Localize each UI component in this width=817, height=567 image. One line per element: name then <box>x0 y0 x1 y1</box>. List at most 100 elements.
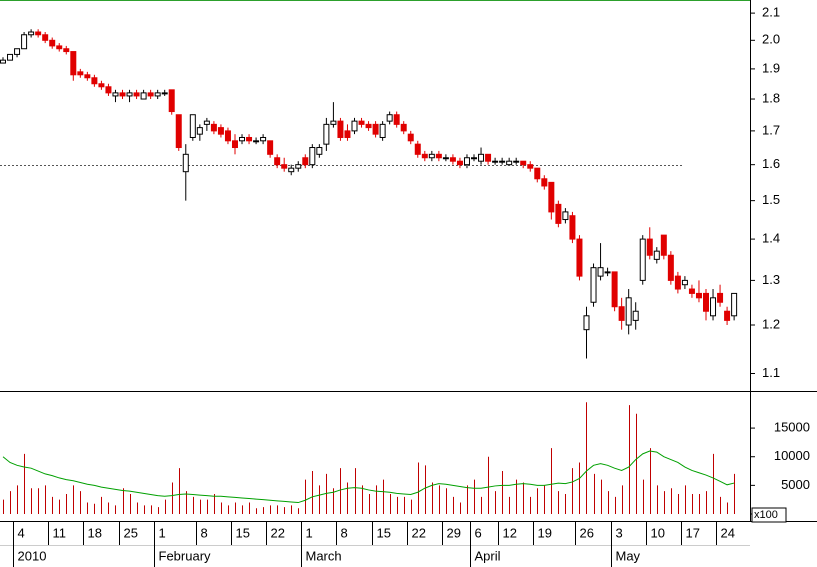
y-tick-label: 1.4 <box>762 231 780 246</box>
candle-body <box>597 267 604 277</box>
candle-body <box>105 86 112 94</box>
x-tick-label: 29 <box>447 525 461 540</box>
candle-body <box>400 123 407 132</box>
candle-body <box>471 157 478 160</box>
candle-body <box>506 160 513 166</box>
candle-body <box>246 136 253 142</box>
candle-body <box>731 292 738 317</box>
x-tick-label: 19 <box>538 525 552 540</box>
month-label: March <box>306 548 342 563</box>
x-tick-label: 8 <box>201 525 208 540</box>
x-tick-label: 26 <box>580 525 594 540</box>
candle-body <box>463 157 470 166</box>
candle-body <box>21 34 28 50</box>
candle-body <box>203 120 210 125</box>
candle-body <box>386 114 393 122</box>
month-label: 2010 <box>18 548 47 563</box>
candle-body <box>365 123 372 129</box>
candle-body <box>724 310 731 321</box>
candle-body <box>478 153 485 162</box>
candle-body <box>379 123 386 138</box>
candle-body <box>604 271 611 274</box>
candle-body <box>28 31 35 36</box>
candle-body <box>217 127 224 135</box>
candle-body <box>63 48 70 53</box>
candle-body <box>632 310 639 321</box>
candle-body <box>576 238 583 277</box>
candle-body <box>147 92 154 97</box>
candle-body <box>260 136 267 142</box>
candle-body <box>0 59 6 64</box>
candle-body <box>358 120 365 125</box>
y-tick-label: 1.7 <box>762 122 780 137</box>
candle-body <box>231 140 238 149</box>
candle-body <box>224 130 231 142</box>
candle-body <box>175 114 182 149</box>
month-label: May <box>616 548 641 563</box>
candle-body <box>414 143 421 155</box>
y-tick-label: 10000 <box>774 448 810 463</box>
y-tick-label: 1.3 <box>762 272 780 287</box>
candle-body <box>485 153 492 162</box>
candle-body <box>520 160 527 166</box>
candle-body <box>435 153 442 159</box>
candle-body <box>119 92 126 97</box>
candle-body <box>7 53 14 61</box>
candle-body <box>674 275 681 290</box>
x-tick-label: 4 <box>18 525 25 540</box>
candle-body <box>499 160 506 163</box>
candle-body <box>91 77 98 85</box>
candle-body <box>393 114 400 125</box>
candle-body <box>323 123 330 145</box>
candle-body <box>428 153 435 159</box>
candle-body <box>710 297 717 317</box>
candle-body <box>288 167 295 173</box>
x-tick-label: 22 <box>271 525 285 540</box>
x-tick-label: 15 <box>377 525 391 540</box>
candle-body <box>688 288 695 294</box>
candle-body <box>84 74 91 79</box>
candle-body <box>492 160 499 163</box>
x-tick-label: 15 <box>236 525 250 540</box>
candle-body <box>555 203 562 224</box>
x-tick-label: 10 <box>651 525 665 540</box>
x-tick-label: 18 <box>88 525 102 540</box>
candle-body <box>653 250 660 260</box>
candle-body <box>168 89 175 113</box>
candle-body <box>70 51 77 76</box>
candle-body <box>583 315 590 331</box>
candle-body <box>140 92 147 100</box>
candle-body <box>267 140 274 155</box>
candle-body <box>253 140 260 143</box>
y-tick-label: 5000 <box>781 477 810 492</box>
candle-body <box>541 178 548 187</box>
y-tick-label: 1.6 <box>762 156 780 171</box>
candle-body <box>456 160 463 166</box>
candle-body <box>189 114 196 138</box>
candle-body <box>302 157 309 166</box>
candle-body <box>344 130 351 138</box>
candle-body <box>513 160 520 163</box>
candle-body <box>442 157 449 160</box>
candle-body <box>281 164 288 169</box>
y-tick-label: 1.5 <box>762 192 780 207</box>
candle-body <box>717 292 724 303</box>
candle-body <box>372 123 379 135</box>
candle-body <box>42 34 49 41</box>
candle-body <box>590 267 597 303</box>
candle-body <box>98 83 105 88</box>
candle-body <box>49 39 56 47</box>
candle-body <box>407 133 414 142</box>
candle-body <box>182 153 189 173</box>
candle-body <box>274 157 281 166</box>
candle-body <box>210 123 217 132</box>
candle-body <box>421 153 428 159</box>
candle-body <box>309 147 316 166</box>
candle-body <box>35 31 42 36</box>
x-tick-label: 6 <box>475 525 482 540</box>
candle-body <box>646 238 653 256</box>
x-tick-label: 8 <box>341 525 348 540</box>
y-tick-label: 1.1 <box>762 365 780 380</box>
candle-body <box>56 45 63 50</box>
y-tick-label: 1.2 <box>762 316 780 331</box>
